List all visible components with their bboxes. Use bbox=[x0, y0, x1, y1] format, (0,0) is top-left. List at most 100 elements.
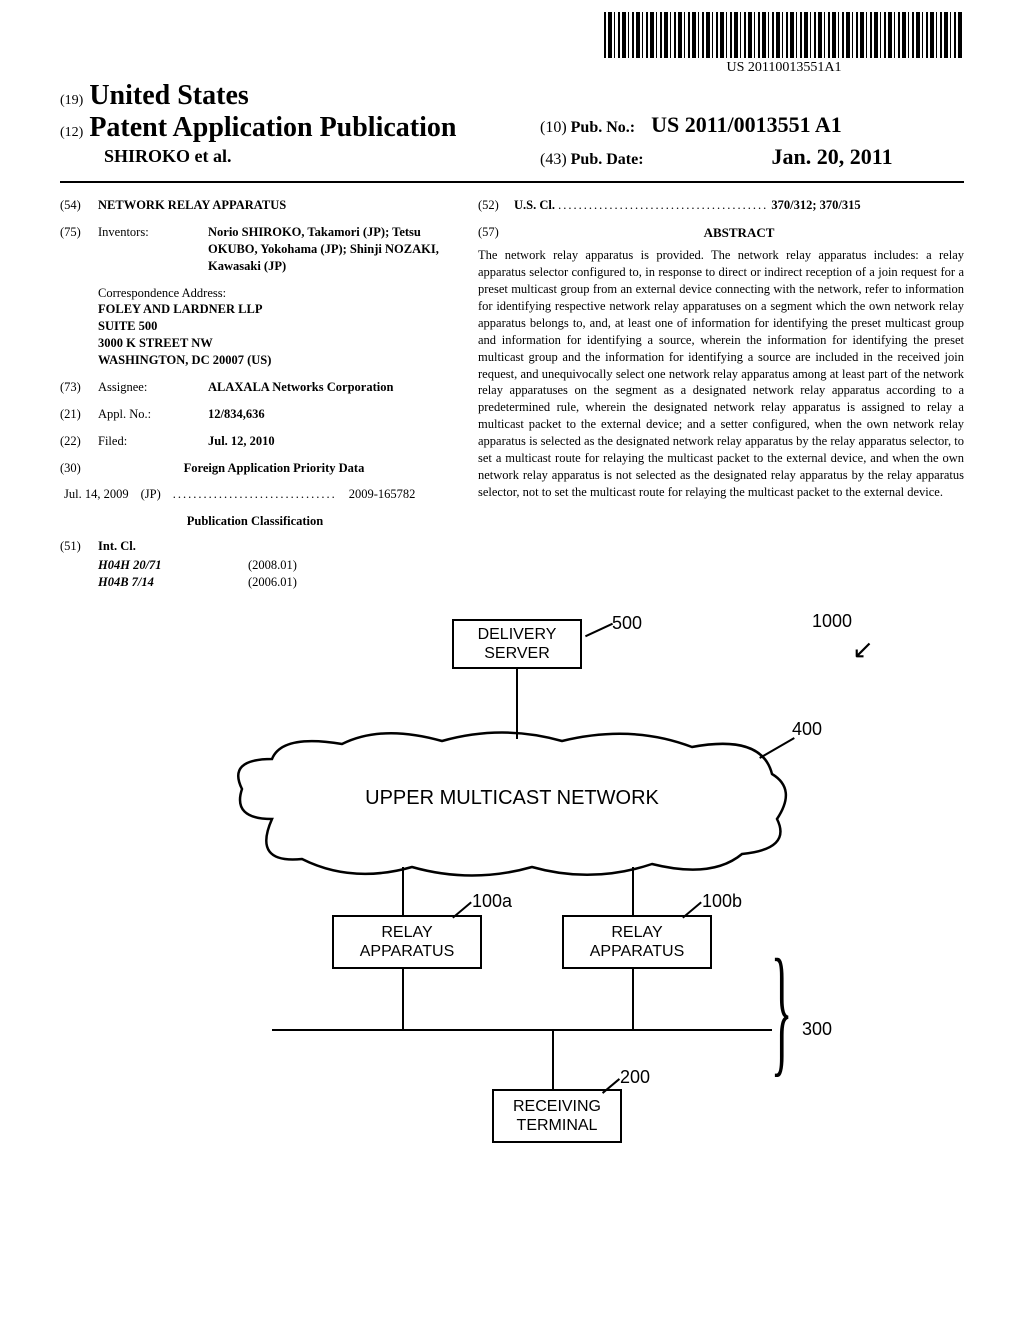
inventors-label: Inventors: bbox=[98, 224, 208, 275]
relay-a-box: RELAY APPARATUS bbox=[332, 915, 482, 969]
corr-line-3: WASHINGTON, DC 20007 (US) bbox=[98, 353, 271, 367]
foreign-priority-heading: Foreign Application Priority Data bbox=[98, 460, 450, 477]
corr-line-1: SUITE 500 bbox=[98, 319, 157, 333]
uscl-value: 370/312; 370/315 bbox=[771, 197, 860, 214]
field-54: (54) NETWORK RELAY APPARATUS bbox=[60, 197, 450, 214]
uscl-dots: ........................................… bbox=[558, 197, 768, 214]
field-30-num: (30) bbox=[60, 460, 98, 477]
intcl-1-version: (2006.01) bbox=[248, 574, 297, 591]
field-73: (73) Assignee: ALAXALA Networks Corporat… bbox=[60, 379, 450, 396]
bus-line bbox=[272, 1029, 772, 1031]
code-12: (12) bbox=[60, 125, 83, 141]
abstract-heading: ABSTRACT bbox=[514, 224, 964, 242]
field-52: (52) U.S. Cl. ..........................… bbox=[478, 197, 964, 214]
corr-line-2: 3000 K STREET NW bbox=[98, 336, 213, 350]
line-relay-b-down bbox=[632, 969, 634, 1029]
priority-number: 2009-165782 bbox=[349, 486, 416, 503]
code-43: (43) bbox=[540, 151, 567, 168]
label-500: 500 bbox=[612, 613, 642, 634]
relay-a-line-1: APPARATUS bbox=[360, 942, 455, 961]
relay-b-box: RELAY APPARATUS bbox=[562, 915, 712, 969]
correspondence-heading: Correspondence Address: bbox=[98, 285, 450, 302]
server-line-0: DELIVERY bbox=[478, 625, 557, 644]
intcl-1-class: H04B 7/14 bbox=[98, 574, 208, 591]
bibliographic-columns: (54) NETWORK RELAY APPARATUS (75) Invent… bbox=[60, 197, 964, 591]
field-21: (21) Appl. No.: 12/834,636 bbox=[60, 406, 450, 423]
intcl-row: H04H 20/71 (2008.01) bbox=[98, 557, 450, 574]
left-column: (54) NETWORK RELAY APPARATUS (75) Invent… bbox=[60, 197, 450, 591]
assignee-label: Assignee: bbox=[98, 379, 208, 396]
barcode-number: US 20110013551A1 bbox=[604, 60, 964, 76]
barcode-graphic bbox=[604, 12, 964, 58]
barcode-region: US 20110013551A1 bbox=[604, 12, 964, 76]
field-22: (22) Filed: Jul. 12, 2010 bbox=[60, 433, 450, 450]
pubdate-label: Pub. Date: bbox=[571, 151, 644, 168]
cloud-text: UPPER MULTICAST NETWORK bbox=[232, 787, 792, 810]
field-75-num: (75) bbox=[60, 224, 98, 275]
label-400: 400 bbox=[792, 719, 822, 740]
abstract-text: The network relay apparatus is provided.… bbox=[478, 247, 964, 500]
pubno-label: Pub. No.: bbox=[571, 119, 635, 136]
invention-title: NETWORK RELAY APPARATUS bbox=[98, 197, 286, 214]
applno-label: Appl. No.: bbox=[98, 406, 208, 423]
priority-row: Jul. 14, 2009 (JP) .....................… bbox=[64, 486, 450, 503]
priority-date: Jul. 14, 2009 bbox=[64, 486, 129, 503]
intcl-row: H04B 7/14 (2006.01) bbox=[98, 574, 450, 591]
inventors-value: Norio SHIROKO, Takamori (JP); Tetsu OKUB… bbox=[208, 225, 439, 273]
country-name: United States bbox=[89, 80, 248, 112]
right-column: (52) U.S. Cl. ..........................… bbox=[478, 197, 964, 591]
code-10: (10) bbox=[540, 119, 567, 136]
terminal-box: RECEIVING TERMINAL bbox=[492, 1089, 622, 1143]
applno-value: 12/834,636 bbox=[208, 407, 265, 421]
line-cloud-relay-b bbox=[632, 867, 634, 915]
pub-info: (10) Pub. No.: US 2011/0013551 A1 (43) P… bbox=[540, 112, 893, 176]
intcl-list: H04H 20/71 (2008.01) H04B 7/14 (2006.01) bbox=[98, 557, 450, 591]
code-19: (19) bbox=[60, 93, 83, 109]
label-200: 200 bbox=[620, 1067, 650, 1088]
field-22-num: (22) bbox=[60, 433, 98, 450]
field-57-row: (57) ABSTRACT bbox=[478, 224, 964, 248]
relay-b-line-0: RELAY bbox=[611, 923, 662, 942]
filed-value: Jul. 12, 2010 bbox=[208, 434, 275, 448]
line-cloud-relay-a bbox=[402, 867, 404, 915]
uscl-label: U.S. Cl. bbox=[514, 197, 555, 214]
field-21-num: (21) bbox=[60, 406, 98, 423]
field-30: (30) Foreign Application Priority Data bbox=[60, 460, 450, 477]
assignee-value: ALAXALA Networks Corporation bbox=[208, 380, 393, 394]
publication-date: Jan. 20, 2011 bbox=[772, 144, 893, 169]
terminal-line-0: RECEIVING bbox=[513, 1097, 601, 1116]
intcl-0-version: (2008.01) bbox=[248, 557, 297, 574]
server-line-1: SERVER bbox=[484, 644, 550, 663]
field-51: (51) Int. Cl. bbox=[60, 538, 450, 555]
label-300: 300 bbox=[802, 1019, 832, 1040]
intcl-label: Int. Cl. bbox=[98, 538, 136, 555]
separator-rule bbox=[60, 181, 964, 183]
field-51-num: (51) bbox=[60, 538, 98, 555]
figure-diagram: DELIVERY SERVER 500 1000 ↙ UPPER MULTICA… bbox=[152, 619, 872, 1199]
terminal-line-1: TERMINAL bbox=[517, 1116, 598, 1135]
field-52-num: (52) bbox=[478, 197, 514, 214]
intcl-0-class: H04H 20/71 bbox=[98, 557, 208, 574]
field-73-num: (73) bbox=[60, 379, 98, 396]
field-57-num: (57) bbox=[478, 224, 514, 248]
authors-line: SHIROKO et al. bbox=[104, 146, 232, 166]
line-relay-a-down bbox=[402, 969, 404, 1029]
lead-500 bbox=[585, 623, 613, 637]
field-75: (75) Inventors: Norio SHIROKO, Takamori … bbox=[60, 224, 450, 275]
corr-line-0: FOLEY AND LARDNER LLP bbox=[98, 302, 262, 316]
correspondence: Correspondence Address: FOLEY AND LARDNE… bbox=[98, 285, 450, 369]
field-54-num: (54) bbox=[60, 197, 98, 214]
label-1000: 1000 bbox=[812, 611, 852, 632]
relay-a-line-0: RELAY bbox=[381, 923, 432, 942]
line-bus-terminal bbox=[552, 1029, 554, 1089]
relay-b-line-1: APPARATUS bbox=[590, 942, 685, 961]
delivery-server-box: DELIVERY SERVER bbox=[452, 619, 582, 669]
brace-300: } bbox=[771, 928, 793, 1093]
publication-type: Patent Application Publication bbox=[89, 112, 456, 144]
pub-class-heading: Publication Classification bbox=[60, 513, 450, 530]
arrow-1000-icon: ↙ bbox=[852, 635, 874, 665]
filed-label: Filed: bbox=[98, 433, 208, 450]
label-100a: 100a bbox=[472, 891, 512, 912]
priority-dots: ................................ bbox=[173, 486, 337, 503]
label-100b: 100b bbox=[702, 891, 742, 912]
